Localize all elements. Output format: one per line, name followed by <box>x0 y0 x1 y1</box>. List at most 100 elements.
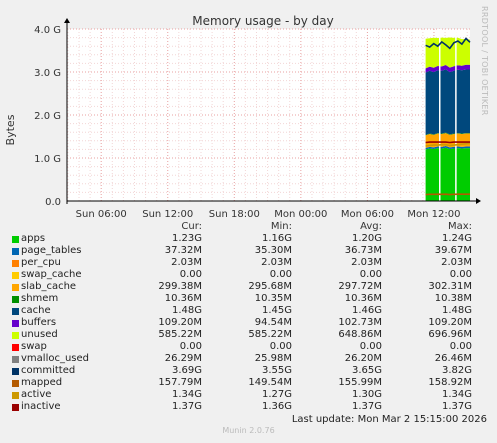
legend-cur: 3.69G <box>171 365 202 376</box>
legend-avg: 26.20M <box>344 353 382 364</box>
legend-min: 1.27G <box>261 389 292 400</box>
legend-row-inactive: inactive 1.37G 1.36G 1.37G 1.37G <box>12 401 488 413</box>
y-axis-label: Bytes <box>4 114 17 145</box>
legend-row-page-tables: page_tables 37.32M 35.30M 36.73M 39.67M <box>12 245 488 257</box>
legend-label: swap <box>21 341 47 352</box>
legend-cur: 585.22M <box>158 329 202 340</box>
legend-name: unused <box>12 329 112 341</box>
legend-max: 3.82G <box>441 365 472 376</box>
legend-label: cache <box>21 305 51 316</box>
legend-max: 26.46M <box>434 353 472 364</box>
legend-cur: 0.00 <box>179 269 202 280</box>
x-axis-arrow <box>476 198 481 204</box>
legend-name: vmalloc_used <box>12 353 112 365</box>
col-min: Min: <box>270 221 292 232</box>
legend-min: 94.54M <box>254 317 292 328</box>
area-apps <box>425 147 470 201</box>
stack-areas <box>425 29 470 201</box>
legend-max: 10.38M <box>434 293 472 304</box>
legend-swatch <box>12 403 19 411</box>
y-tick-label: 2.0 G <box>34 111 61 122</box>
chart-title: Memory usage - by day <box>192 14 333 28</box>
legend-row-swap: swap 0.00 0.00 0.00 0.00 <box>12 341 488 353</box>
x-tick-label: Mon 06:00 <box>341 209 394 220</box>
legend-cur: 10.36M <box>164 293 202 304</box>
legend-swatch <box>12 379 19 387</box>
legend-max: 158.92M <box>428 377 472 388</box>
y-tick-label: 0.0 <box>45 197 61 208</box>
legend-row-apps: apps 1.23G 1.16G 1.20G 1.24G <box>12 233 488 245</box>
col-cur: Cur: <box>181 221 202 232</box>
memory-chart: Memory usage - by day Bytes 0.0 1.0 G 2.0 … <box>4 14 481 220</box>
legend-swatch <box>12 391 19 399</box>
legend-row-buffers: buffers 109.20M 94.54M 102.73M 109.20M <box>12 317 488 329</box>
legend-label: apps <box>21 233 46 244</box>
legend-cur: 299.38M <box>158 281 202 292</box>
legend-max: 1.37G <box>441 401 472 412</box>
legend-cur: 1.23G <box>171 233 202 244</box>
legend-label: shmem <box>21 293 59 304</box>
legend-row-swap-cache: swap_cache 0.00 0.00 0.00 0.00 <box>12 269 488 281</box>
legend-cur: 26.29M <box>164 353 202 364</box>
legend-cur: 1.34G <box>171 389 202 400</box>
legend-swatch <box>12 295 19 303</box>
legend: Cur: Min: Avg: Max: apps 1.23G 1.16G 1.20G 1… <box>12 221 488 413</box>
legend-cur: 1.48G <box>171 305 202 316</box>
legend-swatch <box>12 283 19 291</box>
legend-name: active <box>12 389 112 401</box>
legend-name: swap_cache <box>12 269 112 281</box>
legend-swatch <box>12 235 19 243</box>
legend-min: 295.68M <box>248 281 292 292</box>
legend-row-slab-cache: slab_cache 299.38M 295.68M 297.72M 302.31M <box>12 281 488 293</box>
legend-row-shmem: shmem 10.36M 10.35M 10.36M 10.38M <box>12 293 488 305</box>
legend-label: active <box>21 389 52 400</box>
legend-cur: 157.79M <box>158 377 202 388</box>
legend-name: page_tables <box>12 245 112 257</box>
line-committed <box>425 37 471 50</box>
legend-name: swap <box>12 341 112 353</box>
x-tick-label: Sun 06:00 <box>76 209 127 220</box>
legend-min: 585.22M <box>248 329 292 340</box>
legend-avg: 1.37G <box>351 401 382 412</box>
legend-avg: 0.00 <box>359 269 382 280</box>
legend-label: slab_cache <box>21 281 77 292</box>
legend-row-per-cpu: per_cpu 2.03M 2.03M 2.03M 2.03M <box>12 257 488 269</box>
area-page-tables <box>425 146 470 150</box>
legend-row-cache: cache 1.48G 1.45G 1.46G 1.48G <box>12 305 488 317</box>
legend-cur: 37.32M <box>164 245 202 256</box>
footer-version: Munin 2.0.76 <box>222 426 275 435</box>
legend-name: per_cpu <box>12 257 112 269</box>
legend-max: 109.20M <box>428 317 472 328</box>
legend-avg: 1.30G <box>351 389 382 400</box>
legend-label: committed <box>21 365 76 376</box>
legend-max: 2.03M <box>441 257 472 268</box>
y-tick-label: 4.0 G <box>34 25 61 36</box>
legend-name: apps <box>12 233 112 245</box>
legend-swatch <box>12 367 19 375</box>
legend-avg: 36.73M <box>344 245 382 256</box>
legend-header: Cur: Min: Avg: Max: <box>12 221 488 233</box>
legend-cur: 1.37G <box>171 401 202 412</box>
legend-label: per_cpu <box>21 257 61 268</box>
legend-label: page_tables <box>21 245 82 256</box>
area-shmem <box>425 132 470 136</box>
x-tick-label: Sun 18:00 <box>209 209 260 220</box>
legend-row-committed: committed 3.69G 3.55G 3.65G 3.82G <box>12 365 488 377</box>
legend-label: unused <box>21 329 58 340</box>
legend-max: 302.31M <box>428 281 472 292</box>
legend-swatch <box>12 247 19 255</box>
y-tick-label: 3.0 G <box>34 68 61 79</box>
legend-name: mapped <box>12 377 112 389</box>
legend-name: shmem <box>12 293 112 305</box>
legend-min: 149.54M <box>248 377 292 388</box>
legend-label: buffers <box>21 317 57 328</box>
legend-max: 0.00 <box>449 269 472 280</box>
legend-row-vmalloc-used: vmalloc_used 26.29M 25.98M 26.20M 26.46M <box>12 353 488 365</box>
legend-row-unused: unused 585.22M 585.22M 648.86M 696.96M <box>12 329 488 341</box>
legend-name: committed <box>12 365 112 377</box>
legend-name: slab_cache <box>12 281 112 293</box>
legend-max: 1.34G <box>441 389 472 400</box>
legend-max: 1.24G <box>441 233 472 244</box>
legend-max: 696.96M <box>428 329 472 340</box>
legend-swatch <box>12 331 19 339</box>
